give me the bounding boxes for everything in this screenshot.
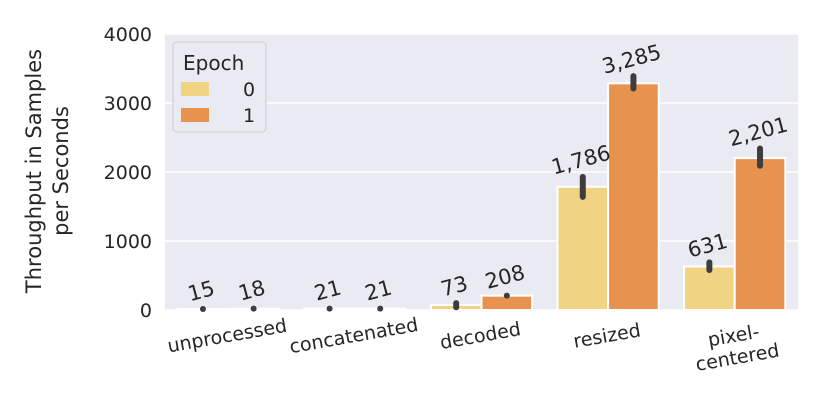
y-tick-2000: 2000	[104, 162, 152, 184]
y-tick-labels: 0 1000 2000 3000 4000	[104, 24, 152, 322]
legend-label-1: 1	[243, 105, 255, 127]
error-bar-epoch0-0	[199, 305, 206, 312]
y-axis-label-line-1: Throughput in Samples	[22, 49, 46, 294]
bar-epoch1-3	[607, 82, 660, 311]
bar-epoch0-3	[556, 185, 610, 312]
y-axis-label-2: per Seconds	[49, 106, 73, 236]
y-tick-4000: 4000	[104, 24, 152, 46]
error-bar-epoch1-1	[377, 305, 384, 312]
x-tick-0: unprocessed	[166, 315, 289, 358]
x-tick-2-line-0: decoded	[438, 318, 522, 354]
error-bar-epoch1-2	[503, 292, 510, 299]
x-tick-3: resized	[572, 319, 643, 352]
legend-swatch-1	[181, 108, 209, 122]
x-tick-4: pixel-centered	[690, 318, 781, 376]
error-bar-epoch1-0	[250, 305, 257, 312]
legend-swatch-0	[181, 82, 209, 96]
y-axis-label-line-2: per Seconds	[49, 106, 73, 236]
y-axis-label: Throughput in Samples	[22, 49, 46, 294]
x-tick-1-line-0: concatenated	[288, 314, 420, 358]
error-bars	[199, 73, 764, 312]
x-tick-0-line-0: unprocessed	[166, 315, 289, 358]
legend-title: Epoch	[183, 51, 244, 75]
legend: Epoch 0 1	[172, 41, 267, 133]
bar-epoch1-4	[733, 157, 787, 311]
error-bar-epoch0-1	[326, 305, 333, 312]
x-tick-1: concatenated	[288, 314, 420, 358]
bar-epoch0-4	[683, 265, 736, 311]
y-tick-1000: 1000	[104, 231, 152, 253]
legend-label-0: 0	[243, 79, 255, 101]
y-tick-3000: 3000	[104, 93, 152, 115]
x-tick-labels: unprocessed concatenated decoded resized pix…	[166, 314, 781, 376]
x-tick-2: decoded	[438, 318, 522, 354]
x-tick-3-line-0: resized	[572, 319, 643, 352]
y-tick-0: 0	[140, 300, 152, 322]
